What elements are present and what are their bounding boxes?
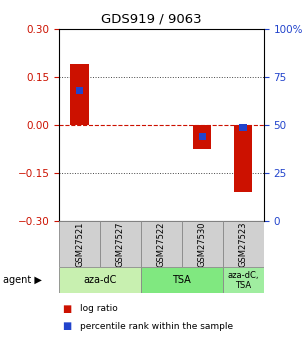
Bar: [182, 221, 223, 267]
Text: GSM27521: GSM27521: [75, 221, 84, 267]
Bar: [76, 87, 83, 94]
Bar: [223, 267, 264, 293]
Text: GSM27523: GSM27523: [239, 221, 248, 267]
Bar: [59, 221, 100, 267]
Bar: [234, 125, 252, 192]
Bar: [141, 267, 223, 293]
Bar: [223, 221, 264, 267]
Text: percentile rank within the sample: percentile rank within the sample: [80, 322, 233, 331]
Text: log ratio: log ratio: [80, 304, 118, 313]
Bar: [239, 125, 247, 131]
Text: aza-dC,
TSA: aza-dC, TSA: [228, 270, 259, 290]
Bar: [70, 65, 89, 125]
Bar: [141, 221, 182, 267]
Text: GSM27527: GSM27527: [116, 221, 125, 267]
Bar: [193, 125, 211, 149]
Bar: [59, 267, 141, 293]
Bar: [198, 133, 206, 140]
Bar: [100, 221, 141, 267]
Text: GSM27522: GSM27522: [157, 221, 166, 267]
Text: TSA: TSA: [172, 275, 191, 285]
Text: ■: ■: [62, 321, 72, 331]
Text: ■: ■: [62, 304, 72, 314]
Text: GSM27530: GSM27530: [198, 221, 207, 267]
Text: aza-dC: aza-dC: [83, 275, 117, 285]
Text: GDS919 / 9063: GDS919 / 9063: [101, 12, 202, 25]
Text: agent ▶: agent ▶: [3, 275, 42, 285]
